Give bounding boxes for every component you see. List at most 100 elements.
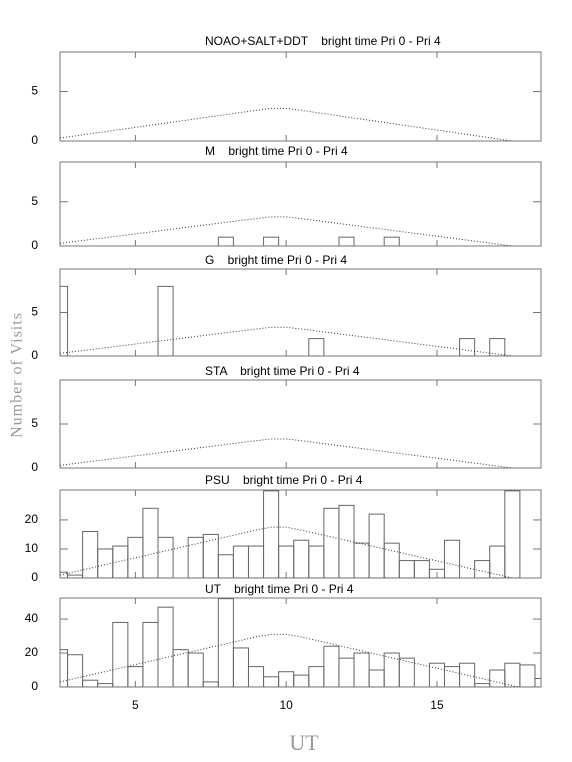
y-tick-label: 5: [31, 194, 38, 208]
plot-frame: [59, 268, 542, 357]
bar: [504, 662, 521, 687]
bar: [247, 666, 265, 687]
bar: [474, 560, 491, 578]
bar: [338, 657, 355, 687]
bar: [353, 542, 370, 578]
y-tick-label: 0: [31, 238, 38, 252]
plot-frame: [59, 379, 542, 469]
bar: [157, 606, 174, 687]
bar: [443, 666, 461, 687]
y-tick-label: 0: [31, 460, 38, 474]
bar: [293, 539, 310, 578]
bars: [60, 107, 513, 141]
plot-frame: [59, 597, 542, 688]
bar: [217, 236, 234, 246]
bar: [308, 338, 325, 356]
bar: [202, 681, 219, 687]
bar: [67, 574, 84, 578]
bar: [263, 236, 280, 246]
bar: [142, 621, 159, 687]
bar: [398, 657, 415, 687]
bar: [338, 236, 355, 246]
bar: [489, 669, 506, 687]
bar: [519, 664, 536, 687]
bar: [293, 674, 310, 687]
panel-title: M bright time Pri 0 - Pri 4: [205, 144, 348, 158]
bar: [353, 652, 370, 687]
bar: [459, 338, 476, 356]
x-tick-label: 15: [430, 698, 444, 712]
bar: [217, 554, 234, 578]
y-tick-label: 0: [31, 133, 38, 147]
y-tick-label: 10: [25, 541, 39, 555]
bars: [60, 490, 521, 578]
bar: [187, 652, 204, 687]
panel-title: NOAO+SALT+DDT bright time Pri 0 - Pri 4: [205, 34, 441, 48]
bar: [489, 545, 506, 578]
bar: [127, 536, 144, 578]
bar: [413, 560, 430, 578]
bar: [323, 645, 340, 687]
bars: [60, 598, 541, 687]
bar: [112, 621, 129, 687]
y-tick-label: 0: [31, 679, 38, 693]
y-axis-label: Number of Visits: [9, 312, 26, 438]
panel-title: STA bright time Pri 0 - Pri 4: [205, 364, 360, 378]
expected-line: [60, 526, 513, 578]
plot-frame: [59, 489, 542, 579]
bar: [97, 683, 114, 687]
bar: [172, 649, 189, 687]
y-tick-label: 20: [25, 645, 39, 659]
bar: [247, 545, 265, 578]
bar: [142, 507, 159, 578]
bar: [60, 285, 69, 356]
bar: [383, 542, 400, 578]
plot-frame: [59, 51, 542, 142]
panel-title: PSU bright time Pri 0 - Pri 4: [205, 473, 363, 487]
y-tick-label: 0: [31, 570, 38, 584]
bar: [398, 560, 415, 578]
bar: [67, 654, 84, 687]
y-tick-label: 5: [31, 305, 38, 319]
plot-frame: [59, 161, 542, 247]
y-tick-label: 5: [31, 416, 38, 430]
expected-line: [60, 107, 513, 141]
bar: [232, 647, 249, 687]
bars: [60, 285, 513, 356]
bar: [232, 545, 249, 578]
panel-title: G bright time Pri 0 - Pri 4: [205, 253, 347, 267]
y-tick-label: 5: [31, 84, 38, 98]
bar: [263, 676, 280, 687]
bar: [504, 490, 521, 578]
bar: [534, 678, 541, 687]
bar: [112, 545, 129, 578]
bar: [474, 683, 491, 687]
x-tick-label: 10: [279, 698, 293, 712]
bar: [217, 598, 234, 687]
bar: [368, 669, 385, 687]
bar: [443, 539, 461, 578]
bar: [308, 545, 325, 578]
bar: [157, 285, 174, 356]
bar: [263, 490, 280, 578]
bar: [82, 531, 99, 578]
bar: [308, 666, 325, 687]
bars: [60, 216, 513, 246]
bar: [202, 533, 219, 578]
y-tick-label: 40: [25, 611, 39, 625]
bar: [383, 236, 400, 246]
bar: [489, 338, 506, 356]
bar: [338, 504, 355, 578]
bar: [459, 662, 476, 687]
bar: [82, 679, 99, 687]
y-tick-label: 20: [25, 512, 39, 526]
expected-line: [60, 633, 519, 687]
y-tick-label: 0: [31, 348, 38, 362]
bar: [187, 536, 204, 578]
x-tick-label: 5: [132, 698, 139, 712]
panel-title: UT bright time Pri 0 - Pri 4: [205, 582, 354, 596]
x-axis-label: UT: [289, 730, 319, 755]
bar: [157, 536, 174, 578]
bar: [323, 507, 340, 578]
